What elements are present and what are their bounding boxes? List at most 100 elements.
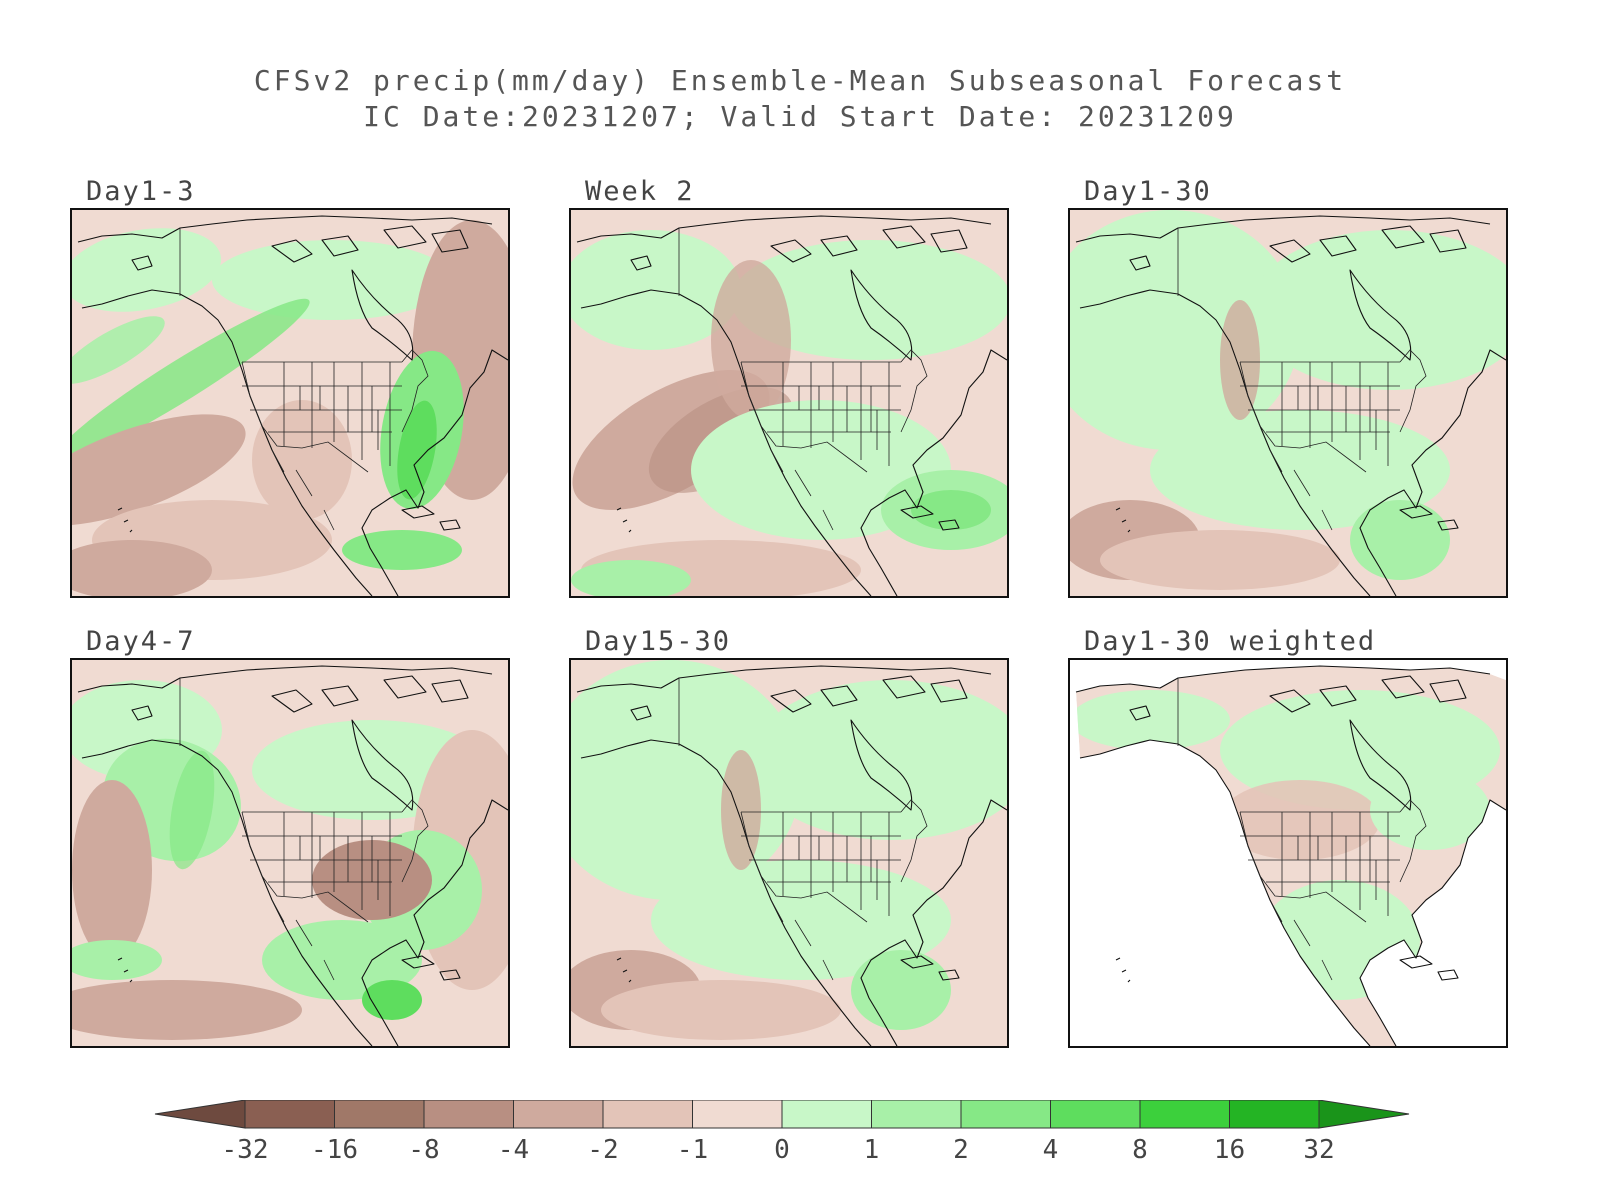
political-border <box>1240 835 1400 883</box>
colorbar-segment <box>781 1100 872 1129</box>
precip-anomaly-region <box>731 240 1007 360</box>
coastline <box>383 675 427 699</box>
colorbar-tick-label: -4 <box>498 1135 529 1165</box>
coastline <box>616 507 632 533</box>
precip-anomaly-region <box>72 414 246 526</box>
political-border <box>241 361 369 473</box>
political-border <box>1297 836 1377 900</box>
map-day1-3 <box>72 210 508 596</box>
coastline <box>81 289 373 596</box>
colorbar-segment <box>1229 1100 1320 1129</box>
coastline <box>1429 229 1467 253</box>
political-border <box>770 899 834 981</box>
map-day4-7 <box>72 660 508 1046</box>
precip-anomaly-region <box>651 860 951 980</box>
colorbar-segment <box>602 1100 693 1129</box>
precip-anomaly-region <box>72 540 212 596</box>
coastline <box>820 235 858 257</box>
colorbar-tick-label: -16 <box>311 1135 358 1165</box>
precip-anomaly-region <box>1100 530 1340 590</box>
coastline <box>431 229 469 253</box>
coastline <box>930 679 968 703</box>
map-panel-day15-30 <box>569 658 1009 1048</box>
political-border <box>241 811 369 923</box>
precip-anomaly-region <box>911 490 991 530</box>
colorbar-tick-label: 32 <box>1303 1135 1334 1165</box>
precip-anomaly-region <box>252 400 352 520</box>
colorbar-tick-label: -32 <box>222 1135 269 1165</box>
coastline <box>321 685 359 707</box>
colorbar-tick-label: 2 <box>953 1135 969 1165</box>
precip-anomaly-region <box>169 750 215 870</box>
coastline <box>383 225 427 249</box>
coastline <box>1381 675 1425 699</box>
colorbar-tick-label: 0 <box>774 1135 790 1165</box>
coastline <box>1399 955 1433 969</box>
precip-anomaly-region <box>571 230 741 350</box>
coastline <box>1349 719 1412 811</box>
political-border <box>900 799 928 883</box>
coastline <box>882 675 926 699</box>
colorbar-tick-label: -8 <box>408 1135 439 1165</box>
precip-anomaly-region <box>397 400 437 500</box>
coastline <box>930 229 968 253</box>
coastline <box>131 255 153 271</box>
political-border <box>1240 385 1400 433</box>
precip-anomaly-region <box>72 316 165 384</box>
coastline <box>580 289 872 596</box>
coastline <box>1359 349 1506 596</box>
coastline <box>616 957 632 983</box>
precip-anomaly-region <box>72 980 302 1040</box>
coastline <box>860 799 1007 1046</box>
coastline <box>117 507 133 533</box>
precip-anomaly-region <box>72 780 152 960</box>
political-border <box>741 385 901 433</box>
coastline <box>1269 239 1311 263</box>
coastline <box>81 739 373 1046</box>
panel-label-day4-7: Day4-7 <box>86 626 196 657</box>
political-border <box>740 361 868 473</box>
coastline <box>1381 225 1425 249</box>
political-border <box>401 799 429 883</box>
precip-anomaly-region <box>72 298 310 462</box>
political-border <box>782 362 890 466</box>
coastline <box>1429 679 1467 703</box>
coastline <box>1075 215 1491 243</box>
coastline <box>1079 739 1371 1046</box>
colorbar-tick-label: 8 <box>1132 1135 1148 1165</box>
coastline <box>321 235 359 257</box>
coastline <box>1319 235 1357 257</box>
coastline <box>1437 969 1459 981</box>
political-border <box>1239 361 1367 473</box>
precip-anomaly-region <box>601 980 841 1040</box>
political-border <box>740 811 868 923</box>
coastline <box>1359 799 1506 1046</box>
political-border <box>1281 362 1389 466</box>
chart-subtitle: IC Date:20231207; Valid Start Date: 2023… <box>363 100 1237 133</box>
political-border <box>401 349 429 433</box>
precip-anomaly-region <box>1220 780 1380 860</box>
political-border <box>1239 811 1367 923</box>
political-border <box>271 899 335 981</box>
precip-anomaly-region <box>711 260 791 420</box>
colorbar-tick-label: 16 <box>1214 1135 1245 1165</box>
precip-anomaly-region <box>721 750 761 870</box>
coastline <box>351 269 414 361</box>
colorbar: -32 -16 -8 -4 -2 -1 0 1 2 4 8 16 32 <box>154 1100 1410 1165</box>
coastline <box>850 719 913 811</box>
coastline <box>401 505 435 519</box>
colorbar-segment <box>244 1100 335 1129</box>
colorbar-tick-label: -2 <box>587 1135 618 1165</box>
coastline <box>431 679 469 703</box>
precip-anomaly-region <box>1150 410 1450 530</box>
coastline <box>271 689 313 713</box>
coastline <box>1075 665 1491 693</box>
coastline <box>77 215 493 243</box>
coastline <box>117 957 133 983</box>
coastline <box>351 719 414 811</box>
coastline <box>1269 689 1311 713</box>
coastline <box>820 685 858 707</box>
coastline <box>1437 519 1459 531</box>
map-day1-30 <box>1070 210 1506 596</box>
coastline <box>271 239 313 263</box>
